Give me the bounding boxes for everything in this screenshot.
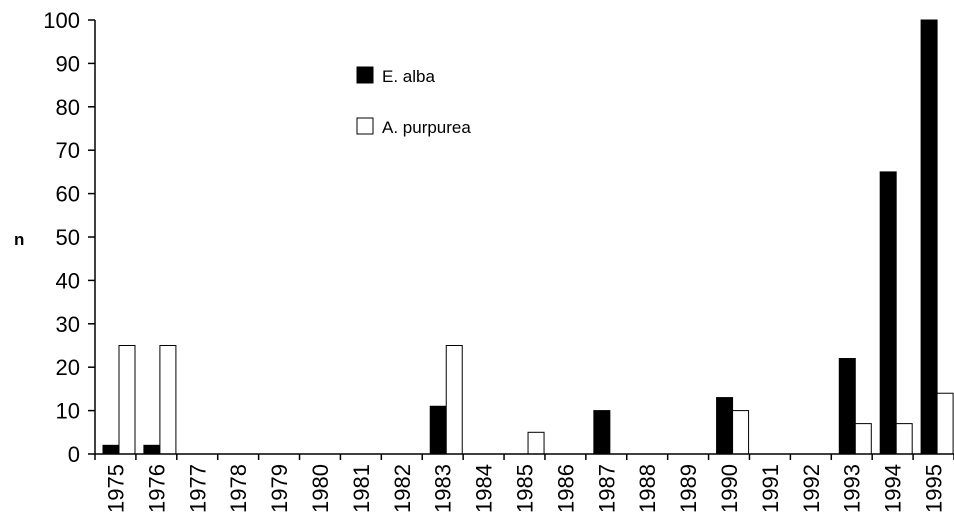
x-tick-label-1991: 1991 — [758, 464, 783, 513]
y-tick-label: 10 — [56, 399, 80, 424]
x-tick-label-1993: 1993 — [840, 464, 865, 513]
legend: E. alba A. purpurea — [356, 66, 471, 137]
legend-label-a-purpurea: A. purpurea — [382, 118, 471, 137]
bar-a-purpurea-1995 — [936, 392, 954, 455]
x-tick-label-1989: 1989 — [676, 464, 701, 513]
bar-a-purpurea-1990 — [732, 410, 750, 455]
bar-a-purpurea-1993 — [854, 423, 872, 455]
bar-a-purpurea-1976 — [159, 345, 177, 455]
y-tick-label: 20 — [56, 355, 80, 380]
x-tick-label-1982: 1982 — [390, 464, 415, 513]
y-tick-label: 40 — [56, 268, 80, 293]
x-tick-label-1994: 1994 — [881, 464, 906, 513]
x-tick-label-1981: 1981 — [349, 464, 374, 513]
x-tick-label-1977: 1977 — [185, 464, 210, 513]
y-ticks: 0 10 20 30 40 50 60 70 80 90 100 — [43, 8, 95, 467]
y-tick-label: 50 — [56, 225, 80, 250]
x-tick-label-1979: 1979 — [267, 464, 292, 513]
bar-e-alba-1987 — [593, 410, 611, 455]
x-tick-label-1988: 1988 — [635, 464, 660, 513]
bar-e-alba-1983 — [429, 405, 447, 455]
y-tick-label: 30 — [56, 312, 80, 337]
x-tick-label-1980: 1980 — [308, 464, 333, 513]
y-tick-label: 100 — [43, 8, 80, 33]
legend-swatch-a-purpurea — [356, 117, 374, 135]
y-tick-label: 60 — [56, 182, 80, 207]
bar-a-purpurea-1985 — [527, 431, 545, 455]
bar-e-alba-1995 — [920, 19, 938, 455]
y-tick-label: 90 — [56, 51, 80, 76]
bar-e-alba-1993 — [838, 358, 856, 455]
x-tick-label-1995: 1995 — [922, 464, 947, 513]
y-tick-label: 70 — [56, 138, 80, 163]
x-tick-label-1987: 1987 — [594, 464, 619, 513]
bar-e-alba-1990 — [716, 397, 734, 455]
legend-swatch-e-alba — [356, 66, 374, 84]
x-tick-label-1983: 1983 — [431, 464, 456, 513]
bar-e-alba-1975 — [102, 444, 120, 455]
y-axis-label: n — [14, 230, 24, 249]
x-tick-label-1984: 1984 — [472, 464, 497, 513]
bar-a-purpurea-1983 — [445, 345, 463, 455]
x-ticks: 1975 1976 1977 1978 1979 1980 1981 1982 1983 1984… — [94, 454, 954, 513]
x-tick-label-1978: 1978 — [226, 464, 251, 513]
y-tick-label: 0 — [68, 442, 80, 467]
bar-a-purpurea-1994 — [895, 423, 913, 455]
bars — [102, 19, 954, 455]
x-tick-label-1976: 1976 — [144, 464, 169, 513]
x-tick-label-1992: 1992 — [799, 464, 824, 513]
y-tick-label: 80 — [56, 95, 80, 120]
x-tick-label-1990: 1990 — [717, 464, 742, 513]
bar-e-alba-1994 — [879, 171, 897, 455]
x-tick-label-1986: 1986 — [553, 464, 578, 513]
x-tick-label-1985: 1985 — [513, 464, 538, 513]
x-tick-label-1975: 1975 — [103, 464, 128, 513]
legend-label-e-alba: E. alba — [382, 67, 435, 86]
bar-e-alba-1976 — [143, 444, 161, 455]
bar-a-purpurea-1975 — [118, 345, 136, 455]
